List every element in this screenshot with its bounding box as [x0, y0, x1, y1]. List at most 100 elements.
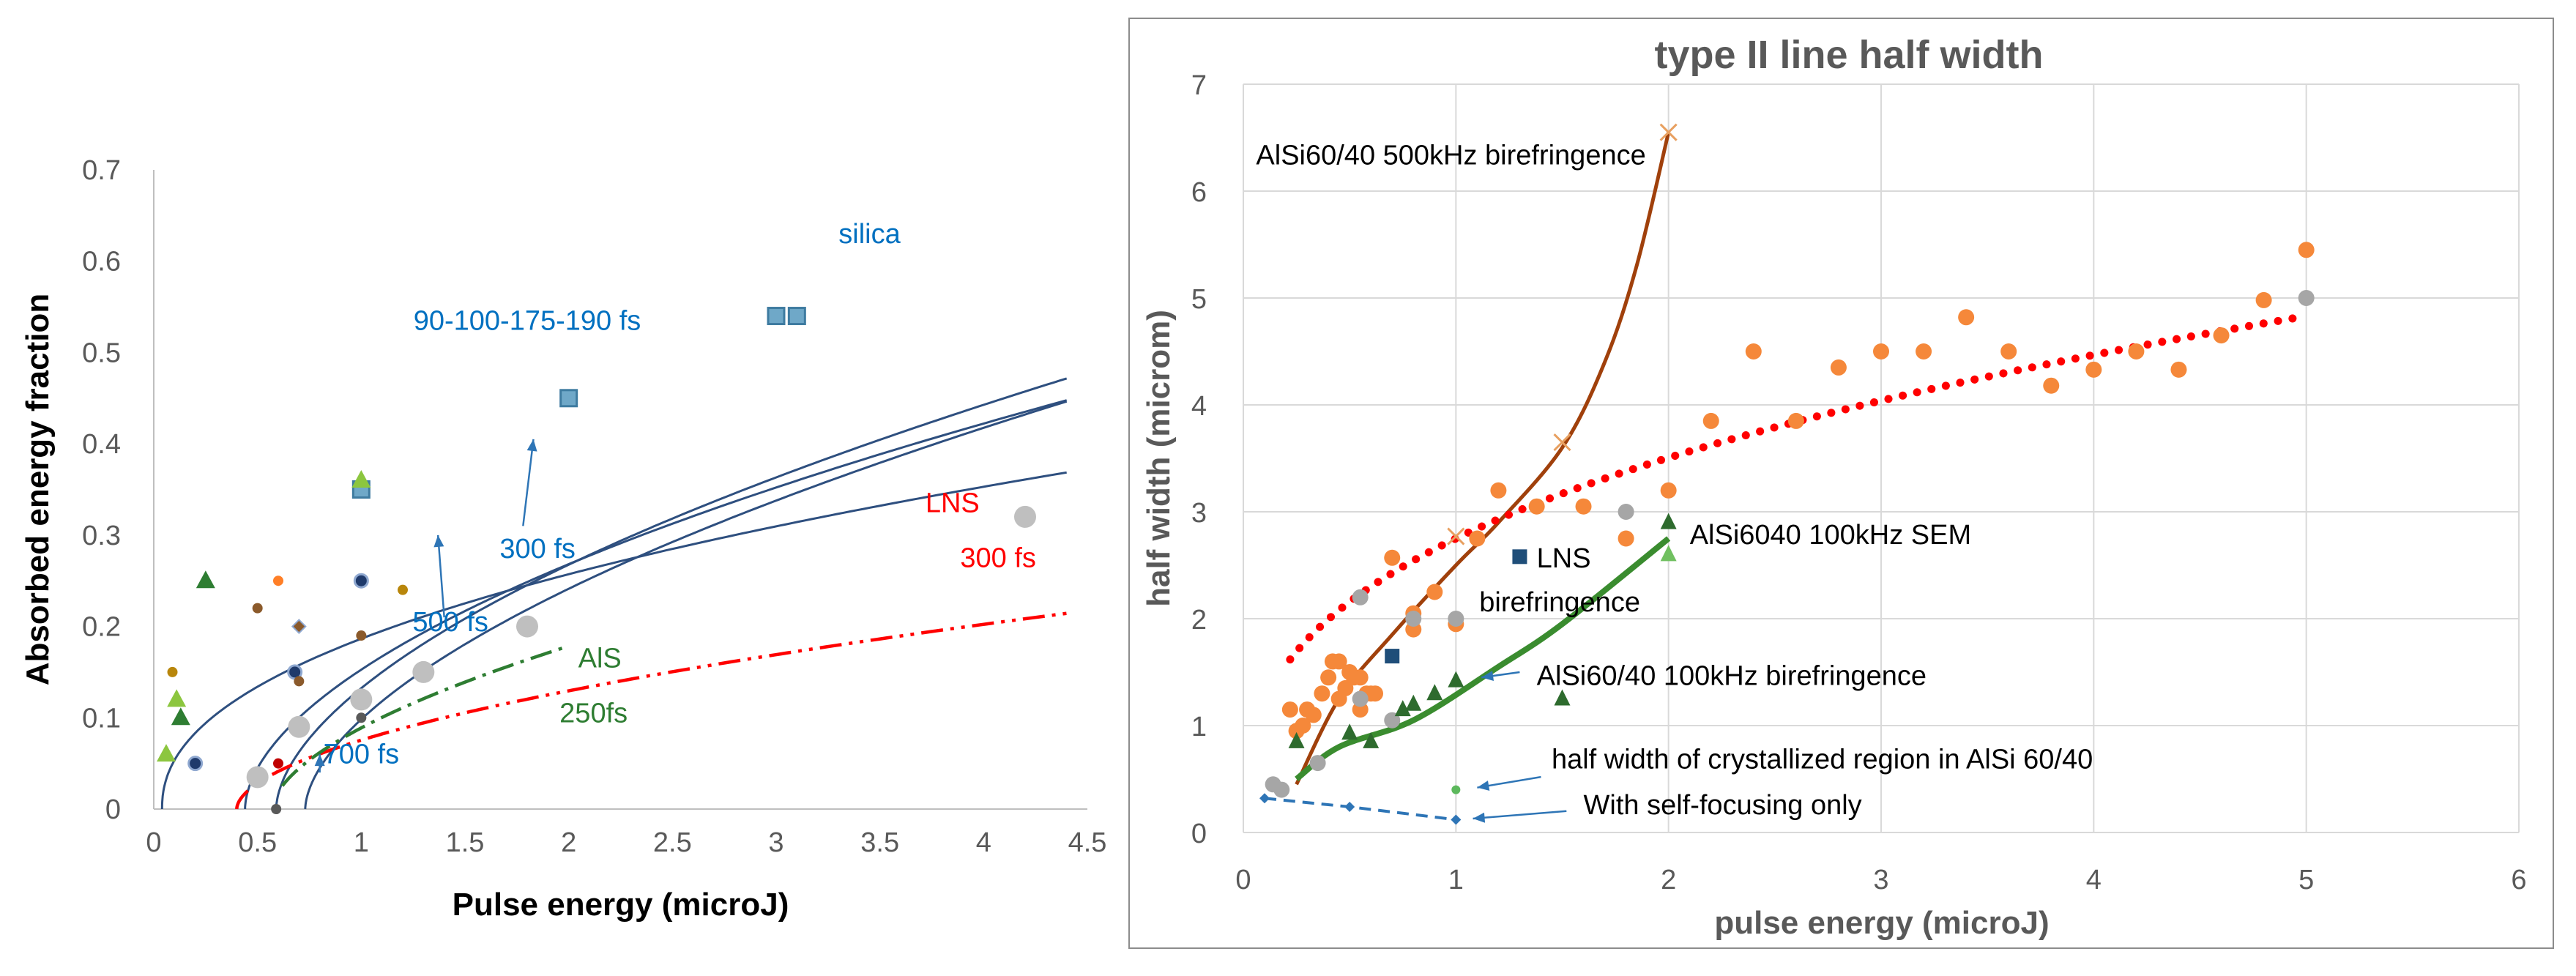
- left-data-point: [353, 573, 369, 589]
- right-green-triangle: [1363, 731, 1380, 748]
- left-curve: [304, 400, 1068, 810]
- right-arrows: [1473, 671, 1567, 823]
- right-annotation: With self-focusing only: [1584, 790, 1862, 821]
- right-y-tick-label: 5: [1191, 284, 1207, 315]
- left-labels: silica 90-100-175-190 fs 300 fs 500 fs 700 f…: [324, 219, 1036, 770]
- right-gray-point: [1309, 755, 1326, 772]
- left-y-tick-label: 0.4: [82, 429, 121, 460]
- right-orange-point: [2170, 361, 2187, 378]
- right-annotation: half width of crystallized region in AlS…: [1552, 744, 2093, 775]
- right-lightgreen-triangle: [1660, 545, 1677, 562]
- left-x-tick-label: 0.5: [238, 827, 277, 858]
- left-data-point: [516, 615, 538, 638]
- left-data-point: [157, 744, 176, 762]
- right-gridlines: 0 1 2 3 4 5 6 7 0 1 2 3 4 5 6 pulse energy (microJ) half…: [1141, 70, 2527, 941]
- right-orange-point: [2255, 291, 2272, 308]
- left-data-point: [412, 660, 435, 683]
- left-x-tick-label: 1.5: [446, 827, 485, 858]
- left-data-point: [351, 470, 371, 488]
- left-annotation: silica: [838, 219, 901, 250]
- right-y-tick-label: 1: [1191, 712, 1207, 742]
- right-green-triangle: [1448, 671, 1464, 688]
- right-sem-trendline: [1295, 536, 1671, 782]
- right-gray-point: [1405, 611, 1422, 627]
- left-data-point: [288, 715, 310, 738]
- right-orange-point: [1330, 653, 1347, 670]
- right-orange-point: [1469, 530, 1486, 547]
- left-y-tick-label: 0.1: [82, 703, 121, 734]
- right-x-marker: [1553, 433, 1571, 452]
- left-x-tick-label: 2: [561, 827, 576, 858]
- left-data-point: [767, 307, 786, 326]
- right-annotation: AlSi60/40 100kHz birefringence: [1537, 661, 1927, 692]
- right-x-tick-label: 3: [1873, 865, 1888, 895]
- left-data-point: [356, 630, 367, 641]
- left-x-tick-label: 3.5: [860, 827, 899, 858]
- right-x-tick-label: 5: [2298, 865, 2314, 895]
- right-orange-point: [1745, 343, 1762, 360]
- left-data-point: [271, 804, 282, 814]
- right-orange-point: [1281, 701, 1298, 718]
- right-x-tick-label: 0: [1235, 865, 1251, 895]
- right-green-triangle: [1405, 694, 1422, 711]
- right-arrow-head: [1473, 812, 1486, 823]
- right-orange-point: [1295, 718, 1311, 734]
- right-points: [1259, 123, 2315, 825]
- left-annotation: 500 fs: [412, 607, 488, 638]
- right-green-triangle: [1426, 684, 1443, 701]
- left-data-point: [559, 389, 578, 408]
- right-annotation: AlSi60/40 500kHz birefringence: [1256, 141, 1645, 171]
- right-orange-point: [1367, 685, 1384, 702]
- right-gray-point: [1273, 781, 1290, 798]
- left-arrow-shaft: [436, 534, 445, 618]
- left-annotation: LNS: [926, 488, 980, 519]
- right-y-tick-label: 0: [1191, 819, 1207, 849]
- right-lns-square: [1512, 549, 1527, 565]
- right-y-tick-label: 2: [1191, 605, 1207, 636]
- right-orange-point: [1958, 309, 1975, 326]
- left-data-point: [398, 584, 408, 595]
- right-gray-point: [1384, 712, 1401, 729]
- right-lns-square: [1385, 649, 1400, 664]
- right-labels: AlSi60/40 500kHz birefringence LNS birefri…: [1256, 141, 2093, 822]
- right-green-triangle: [1660, 513, 1677, 529]
- left-y-tick-label: 0.5: [82, 338, 121, 368]
- left-y-axis-title: Absorbed energy fraction: [20, 294, 56, 685]
- left-data-point: [167, 689, 187, 707]
- left-curve: [244, 399, 1068, 809]
- right-green-triangle: [1288, 731, 1305, 748]
- left-y-tick-label: 0: [105, 794, 121, 825]
- left-x-tick-label: 4.5: [1068, 827, 1107, 858]
- left-data-point: [273, 575, 283, 586]
- left-data-point: [273, 758, 283, 769]
- left-data-point: [294, 676, 305, 687]
- right-orange-point: [1320, 669, 1337, 686]
- left-curves: [160, 377, 1068, 810]
- right-orange-point: [1873, 343, 1889, 360]
- left-y-tick-label: 0.3: [82, 521, 121, 551]
- right-gray-point: [2298, 290, 2315, 306]
- right-orange-point: [1352, 669, 1369, 686]
- right-orange-point: [1314, 685, 1330, 702]
- right-y-tick-label: 6: [1191, 177, 1207, 208]
- right-orange-point: [1528, 498, 1545, 515]
- right-gray-point: [1618, 504, 1634, 520]
- right-orange-point: [2085, 361, 2102, 378]
- left-axes: 0 0.5 1 1.5 2 2.5 3 3.5 4 4.5 0 0.1 0.2 0.3 0.4 0.5 0.6 0…: [20, 155, 1106, 923]
- right-x-tick-label: 6: [2511, 865, 2526, 895]
- left-x-tick-label: 2.5: [653, 827, 692, 858]
- right-orange-point: [1660, 482, 1677, 499]
- right-annotation: LNS: [1537, 543, 1591, 574]
- right-crystallized-point: [1451, 785, 1461, 794]
- right-orange-point: [2043, 377, 2060, 394]
- left-curve: [160, 471, 1067, 810]
- right-blue-diamond: [1451, 814, 1462, 825]
- right-orange-point: [1426, 584, 1443, 600]
- left-x-tick-label: 3: [768, 827, 783, 858]
- right-orange-point: [2298, 242, 2315, 258]
- right-arrow-shaft: [1473, 810, 1567, 820]
- right-orange-point: [1787, 412, 1804, 429]
- right-orange-point: [1916, 343, 1932, 360]
- left-y-tick-label: 0.6: [82, 247, 121, 277]
